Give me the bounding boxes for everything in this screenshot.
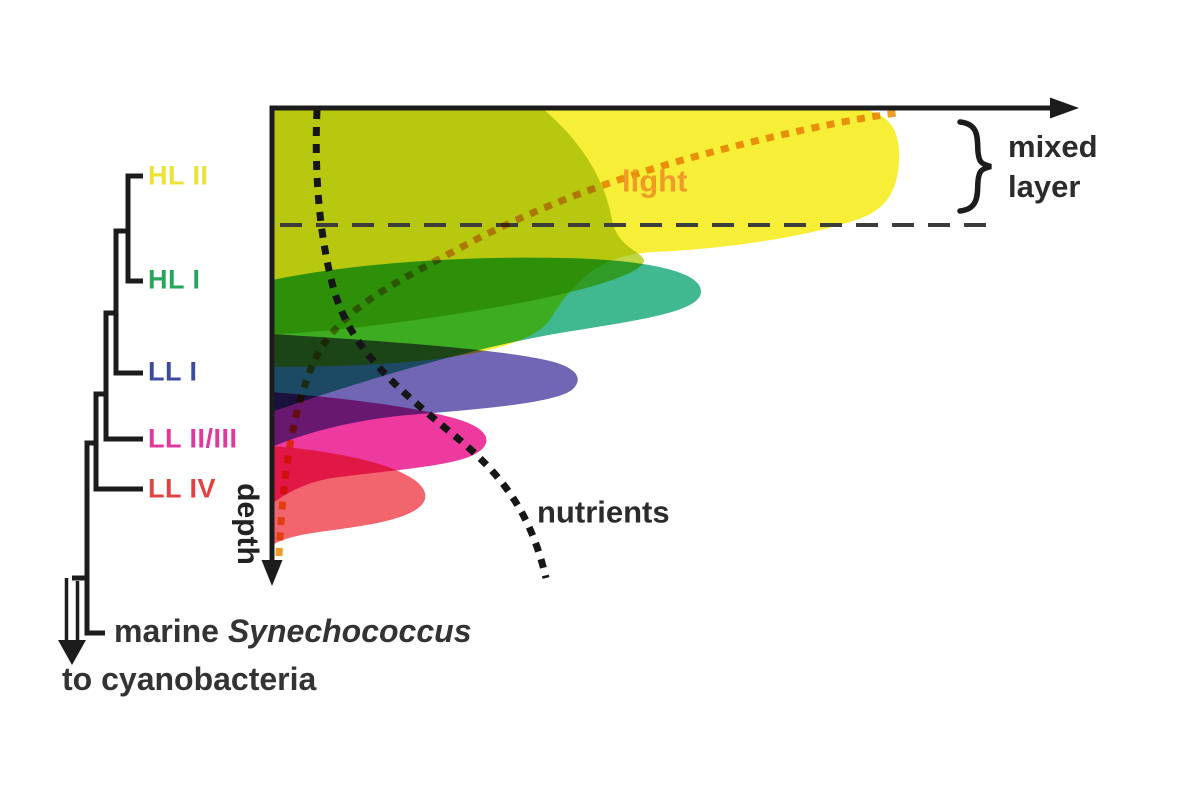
- root-arrowhead-icon: [58, 640, 86, 665]
- taxon-label-ll23: LL II/III: [148, 423, 238, 454]
- depth-axis-line: [269, 105, 1055, 565]
- nutrients-curve: [312, 109, 550, 579]
- tree-branches: [72, 173, 143, 636]
- light-curve-label: light: [622, 163, 688, 199]
- ecotype-blobs: [272, 108, 900, 546]
- taxon-label-ll4: LL IV: [148, 473, 217, 504]
- taxon-label-hl2: HL II: [148, 160, 209, 191]
- mixed-layer-label-line1: mixed: [1008, 129, 1098, 164]
- taxon-label-hl1: HL I: [148, 264, 201, 295]
- outgroup-label-prefix: marine: [114, 613, 228, 649]
- outgroup-label: marine Synechococcus: [114, 615, 471, 647]
- root-label: to cyanobacteria: [62, 661, 317, 697]
- mixed-layer-brace-icon: [957, 119, 992, 214]
- outgroup-label-genus: Synechococcus: [227, 613, 472, 649]
- depth-axis-arrowhead-icon: [261, 560, 283, 586]
- mixed-layer-label: mixed layer: [1008, 127, 1098, 207]
- blob-salmon-deep: [272, 446, 426, 546]
- mixed-layer-label-line2: layer: [1008, 169, 1081, 204]
- taxon-label-ll1: LL I: [148, 356, 198, 387]
- phylogenetic-tree: [58, 173, 143, 665]
- axes: [261, 97, 1079, 586]
- x-axis-arrowhead-icon: [1050, 97, 1079, 119]
- depth-axis-label: depth: [231, 483, 264, 565]
- root-arrow-shaft: [64, 578, 80, 642]
- nutrients-curve-label: nutrients: [537, 494, 670, 530]
